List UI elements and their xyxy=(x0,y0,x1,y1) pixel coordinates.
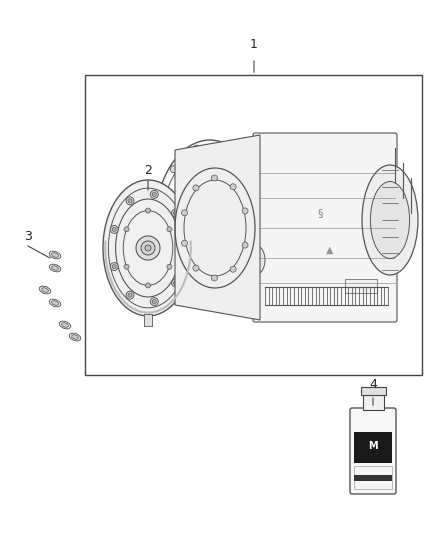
Circle shape xyxy=(141,241,155,255)
Circle shape xyxy=(128,199,132,203)
Circle shape xyxy=(230,184,236,190)
Circle shape xyxy=(220,298,227,305)
Text: 2: 2 xyxy=(144,164,152,176)
Circle shape xyxy=(243,277,250,285)
Ellipse shape xyxy=(103,180,193,316)
Circle shape xyxy=(182,246,186,250)
Circle shape xyxy=(110,263,118,271)
Bar xyxy=(144,314,152,326)
Bar xyxy=(354,432,392,463)
Bar xyxy=(363,395,384,410)
Circle shape xyxy=(173,211,177,215)
Circle shape xyxy=(242,242,248,248)
Circle shape xyxy=(181,209,187,216)
Circle shape xyxy=(157,242,164,249)
Circle shape xyxy=(124,264,129,269)
Circle shape xyxy=(145,208,151,213)
Bar xyxy=(360,387,385,395)
Circle shape xyxy=(145,245,151,251)
Circle shape xyxy=(150,297,158,305)
Ellipse shape xyxy=(72,335,78,339)
Circle shape xyxy=(112,228,116,231)
Circle shape xyxy=(170,277,177,285)
FancyBboxPatch shape xyxy=(350,408,396,494)
Circle shape xyxy=(110,225,118,233)
Ellipse shape xyxy=(49,264,61,272)
Ellipse shape xyxy=(52,301,58,305)
Circle shape xyxy=(128,293,132,297)
Circle shape xyxy=(256,201,263,208)
Circle shape xyxy=(193,265,199,271)
Ellipse shape xyxy=(52,253,58,257)
Circle shape xyxy=(167,227,172,232)
Bar xyxy=(354,475,392,481)
Ellipse shape xyxy=(49,299,61,307)
Ellipse shape xyxy=(191,195,229,255)
Circle shape xyxy=(181,240,187,246)
Circle shape xyxy=(167,264,172,269)
Bar xyxy=(85,75,422,375)
Circle shape xyxy=(220,145,227,152)
Circle shape xyxy=(152,192,156,197)
Circle shape xyxy=(230,266,236,272)
Circle shape xyxy=(193,185,199,191)
Circle shape xyxy=(193,145,200,152)
Circle shape xyxy=(136,236,160,260)
Text: 3: 3 xyxy=(24,230,32,243)
Circle shape xyxy=(172,209,180,217)
Circle shape xyxy=(126,291,134,299)
Circle shape xyxy=(180,244,188,252)
Circle shape xyxy=(145,283,151,288)
Ellipse shape xyxy=(69,333,81,341)
Circle shape xyxy=(173,281,177,285)
Bar xyxy=(354,466,392,489)
Ellipse shape xyxy=(39,286,51,294)
Text: ▲: ▲ xyxy=(326,245,334,255)
Circle shape xyxy=(150,190,158,198)
Ellipse shape xyxy=(59,321,71,329)
Circle shape xyxy=(112,264,116,269)
Circle shape xyxy=(157,201,164,208)
Polygon shape xyxy=(175,135,260,320)
Circle shape xyxy=(243,166,250,173)
Circle shape xyxy=(242,208,248,214)
Ellipse shape xyxy=(42,288,48,292)
Text: 1: 1 xyxy=(250,38,258,52)
Circle shape xyxy=(193,298,200,305)
Ellipse shape xyxy=(49,251,61,259)
Ellipse shape xyxy=(245,245,265,275)
Circle shape xyxy=(170,166,177,173)
Circle shape xyxy=(172,279,180,287)
Bar xyxy=(345,279,377,293)
Circle shape xyxy=(126,197,134,205)
FancyBboxPatch shape xyxy=(253,133,397,322)
Text: §: § xyxy=(317,208,323,218)
Circle shape xyxy=(124,227,129,232)
Ellipse shape xyxy=(199,208,221,242)
Text: 4: 4 xyxy=(369,378,377,392)
Circle shape xyxy=(212,175,217,181)
Circle shape xyxy=(212,275,217,281)
Circle shape xyxy=(152,300,156,304)
Ellipse shape xyxy=(155,140,265,310)
Ellipse shape xyxy=(52,266,58,270)
Text: M: M xyxy=(368,441,378,451)
Ellipse shape xyxy=(62,323,68,327)
Ellipse shape xyxy=(362,165,418,275)
Circle shape xyxy=(256,242,263,249)
Ellipse shape xyxy=(371,182,410,259)
